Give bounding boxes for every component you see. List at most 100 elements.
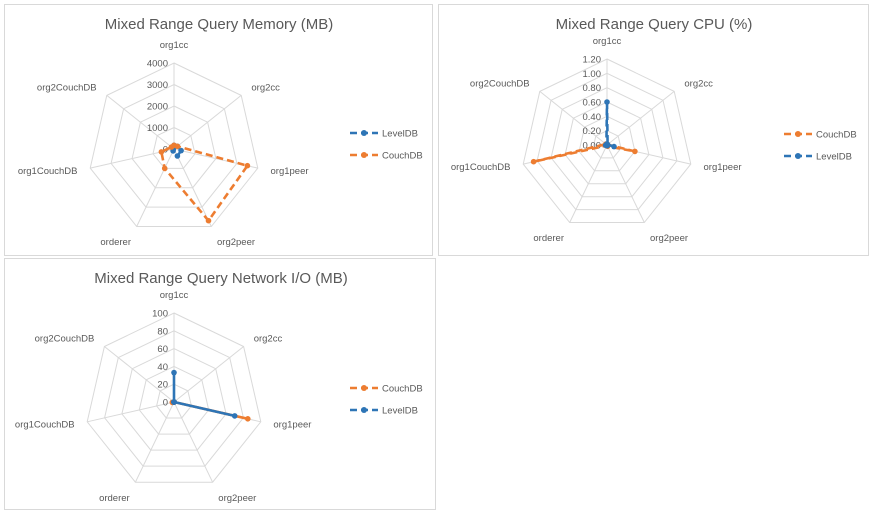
grid-spoke (87, 401, 175, 423)
network-io-radar-chart: Mixed Range Query Network I/O (MB) org1cc… (4, 258, 436, 510)
data-point-leveldb (174, 153, 181, 159)
chart-title: Mixed Range Query Network I/O (MB) (94, 270, 347, 287)
legend-marker-couchdb (361, 385, 367, 391)
legend-marker-leveldb (361, 407, 367, 413)
grid-ring (86, 312, 262, 483)
chart-title: Mixed Range Query Memory (MB) (105, 16, 333, 33)
tick-label: 40 (157, 362, 168, 373)
radar-svg: Mixed Range Query Network I/O (MB) org1cc… (15, 270, 423, 504)
category-label: org1CouchDB (18, 166, 78, 177)
category-label: org2cc (684, 78, 713, 89)
legend-label-leveldb: LevelDB (382, 406, 418, 417)
radar-svg: Mixed Range Query Memory (MB) org1cc org2c… (18, 16, 423, 248)
tick-label: 0.00 (583, 141, 602, 152)
tick-label: 60 (157, 344, 168, 355)
tick-label: 0.80 (583, 83, 602, 94)
category-label: org1cc (593, 36, 622, 47)
category-label: org1peer (273, 420, 311, 431)
radar-svg: Mixed Range Query CPU (%) org1cc org2cc org… (451, 16, 857, 244)
category-label: org2peer (217, 237, 255, 248)
category-label: org1cc (160, 290, 189, 301)
tick-label: 20 (157, 380, 168, 391)
legend-marker-leveldb (795, 153, 801, 159)
data-point-couchdb (530, 158, 537, 165)
tick-label: 4000 (147, 59, 168, 70)
category-label: org2cc (254, 333, 283, 344)
grid-ring (138, 365, 210, 435)
category-label: org1cc (160, 40, 189, 51)
data-point-leveldb (171, 369, 177, 376)
category-label: orderer (533, 233, 564, 244)
chart-title: Mixed Range Query CPU (%) (556, 16, 753, 33)
grid-ring (550, 87, 664, 198)
legend-label-couchdb: CouchDB (382, 151, 423, 162)
data-point-leveldb (603, 141, 610, 148)
data-point-leveldb (178, 147, 184, 154)
data-point-couchdb (168, 144, 175, 150)
category-label: org2CouchDB (37, 82, 97, 93)
tick-label: 3000 (147, 80, 168, 91)
legend-marker-couchdb (795, 131, 801, 137)
cpu-radar-chart: Mixed Range Query CPU (%) org1cc org2cc org… (438, 4, 869, 256)
legend-marker-leveldb (361, 130, 367, 136)
grid-spoke (136, 148, 175, 227)
series-line-couchdb (160, 144, 249, 222)
tick-label: 100 (152, 309, 168, 320)
category-label: org2CouchDB (35, 333, 95, 344)
grid-ring (104, 330, 244, 467)
data-point-couchdb (205, 217, 212, 224)
category-label: org1CouchDB (15, 420, 75, 431)
data-point-couchdb (161, 165, 168, 172)
grid-spoke (173, 401, 214, 483)
data-point-couchdb (158, 149, 165, 155)
category-label: org2peer (650, 233, 688, 244)
data-point-couchdb (245, 416, 251, 422)
grid-spoke (173, 346, 244, 403)
data-point-leveldb (231, 413, 238, 419)
category-label: org1peer (704, 162, 742, 173)
tick-label: 0.60 (583, 98, 602, 109)
legend-label-leveldb: LevelDB (816, 152, 852, 163)
data-point-leveldb (171, 399, 177, 405)
grid-spoke (539, 91, 608, 146)
tick-label: 1000 (147, 123, 168, 134)
grid-ring (131, 105, 217, 189)
memory-radar-chart: Mixed Range Query Memory (MB) org1cc org2c… (4, 4, 433, 256)
grid-ring (156, 383, 192, 419)
category-label: orderer (99, 493, 130, 504)
grid-spoke (569, 144, 608, 223)
legend-label-leveldb: LevelDB (382, 129, 418, 140)
category-label: org2cc (251, 82, 280, 93)
category-label: orderer (100, 237, 131, 248)
data-point-couchdb (244, 162, 251, 169)
grid-spoke (606, 91, 675, 146)
grid-spoke (173, 148, 212, 227)
grid-ring (152, 126, 196, 169)
category-label: org2peer (218, 493, 256, 504)
tick-label: 1.00 (583, 69, 602, 80)
data-point-leveldb (604, 99, 610, 105)
grid-ring (522, 58, 692, 223)
tick-label: 1.20 (583, 55, 602, 66)
tick-label: 2000 (147, 102, 168, 113)
category-label: org1peer (271, 166, 309, 177)
grid-ring (578, 115, 636, 172)
tick-label: 80 (157, 326, 168, 337)
grid-spoke (173, 95, 242, 150)
grid-ring (89, 62, 259, 227)
category-label: org2CouchDB (470, 78, 530, 89)
grid-spoke (106, 95, 175, 150)
grid-spoke (606, 144, 645, 223)
legend-label-couchdb: CouchDB (382, 384, 423, 395)
grid-spoke (134, 401, 175, 483)
grid-ring (592, 130, 622, 159)
category-label: org1CouchDB (451, 162, 511, 173)
tick-label: 0.40 (583, 112, 602, 123)
data-point-couchdb (174, 143, 181, 150)
data-point-leveldb (611, 143, 617, 150)
tick-label: 0.20 (583, 126, 602, 137)
grid-ring (121, 348, 227, 451)
grid-spoke (104, 346, 175, 403)
tick-label: 0 (163, 398, 168, 409)
data-point-couchdb (632, 148, 638, 155)
